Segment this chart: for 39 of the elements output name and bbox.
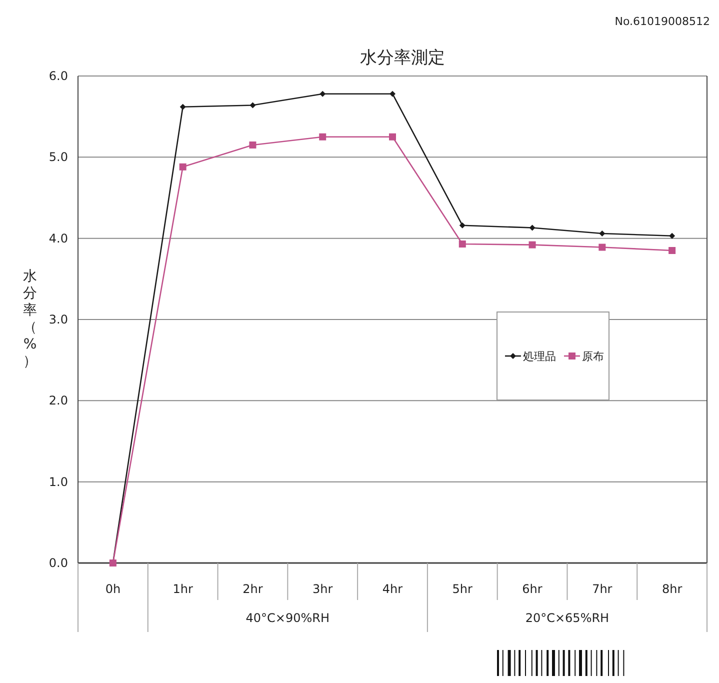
point xyxy=(389,133,396,140)
point xyxy=(179,163,186,170)
y-tick-label: 2.0 xyxy=(48,394,68,408)
point xyxy=(668,247,676,254)
y-axis-title: 水分率（%） xyxy=(23,268,37,370)
point xyxy=(458,240,466,248)
x-tick-label: 4hr xyxy=(382,582,403,596)
y-tick-label: 1.0 xyxy=(48,474,68,489)
x-tick-label: 5hr xyxy=(452,582,473,596)
x-tick-label: 8hr xyxy=(662,582,682,596)
point xyxy=(459,222,466,228)
x-tick-label: 7hr xyxy=(592,582,612,596)
point xyxy=(319,133,326,140)
point xyxy=(529,224,536,231)
point xyxy=(180,104,186,110)
point xyxy=(320,90,326,97)
point xyxy=(249,141,256,148)
x-tick-label: 1hr xyxy=(172,582,193,596)
x-tick-label: 3hr xyxy=(312,582,333,596)
x-tick-label: 6hr xyxy=(522,582,542,596)
x-tick-label: 2hr xyxy=(242,582,263,596)
text: 20°C×65%RH xyxy=(525,611,610,625)
x-tick-label: 0h xyxy=(105,582,121,596)
point xyxy=(669,232,676,239)
y-tick-label: 6.0 xyxy=(48,69,68,83)
chart-title: 水分率測定 xyxy=(360,48,445,68)
y-tick-label: 4.0 xyxy=(48,231,68,246)
point xyxy=(599,230,606,236)
text: No.61019008512 xyxy=(614,15,710,28)
y-tick-label: 5.0 xyxy=(48,150,68,164)
point xyxy=(390,90,396,97)
legend-label: 処理品 xyxy=(523,350,556,363)
text: 40°C×90%RH xyxy=(246,611,330,625)
y-tick-label: 0.0 xyxy=(48,556,68,570)
y-tick-label: 3.0 xyxy=(48,312,68,326)
point xyxy=(250,102,256,108)
point xyxy=(598,244,606,251)
legend-label: 原布 xyxy=(582,350,604,363)
point xyxy=(528,241,536,248)
